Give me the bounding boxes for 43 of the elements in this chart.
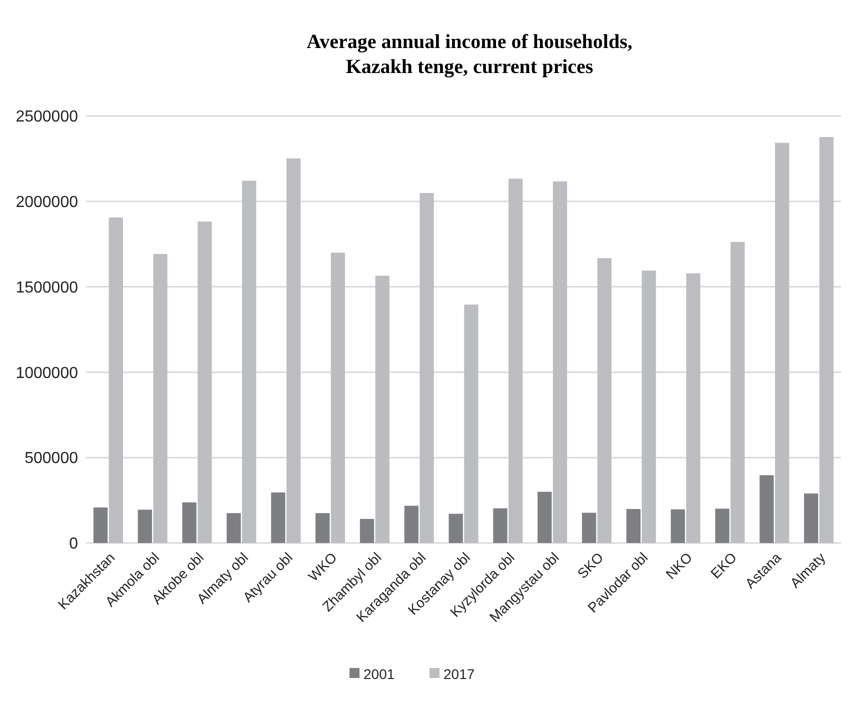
bar xyxy=(730,242,745,543)
bar xyxy=(360,518,374,543)
bar xyxy=(760,475,774,543)
bar xyxy=(715,508,730,543)
y-tick-label: 0 xyxy=(69,536,78,553)
legend-label: 2017 xyxy=(444,666,475,682)
bar xyxy=(375,276,390,543)
bar xyxy=(804,493,818,543)
bar xyxy=(508,178,523,543)
bar xyxy=(626,509,641,543)
bar xyxy=(153,254,168,543)
bar xyxy=(198,222,212,543)
bar xyxy=(271,492,286,543)
bar xyxy=(493,508,508,543)
bar xyxy=(108,217,123,543)
bar xyxy=(182,502,196,543)
bar xyxy=(819,137,834,543)
bar xyxy=(226,513,241,543)
bar xyxy=(774,142,790,543)
bar xyxy=(93,507,108,543)
bar xyxy=(464,304,478,543)
bar xyxy=(286,158,301,543)
bar xyxy=(242,180,256,543)
y-tick-label: 1000000 xyxy=(16,364,78,382)
bar xyxy=(538,492,552,543)
bar xyxy=(670,509,685,543)
y-tick-label: 500000 xyxy=(24,450,78,468)
bar xyxy=(642,270,656,543)
bar xyxy=(316,513,330,543)
bar xyxy=(448,514,463,543)
bar xyxy=(404,506,418,543)
bar xyxy=(330,252,346,543)
y-tick-label: 1500000 xyxy=(16,279,78,296)
bar xyxy=(552,181,568,543)
y-tick-label: 2000000 xyxy=(16,194,78,211)
bar xyxy=(686,273,700,543)
bar xyxy=(138,510,152,543)
legend-label: 2001 xyxy=(364,666,395,682)
chart-title: Average annual income of households, Kazakh tenge, current prices xyxy=(306,31,632,78)
bar xyxy=(597,258,612,543)
y-tick-label: 2500000 xyxy=(16,108,78,126)
bar xyxy=(582,512,596,543)
bar xyxy=(420,193,434,543)
